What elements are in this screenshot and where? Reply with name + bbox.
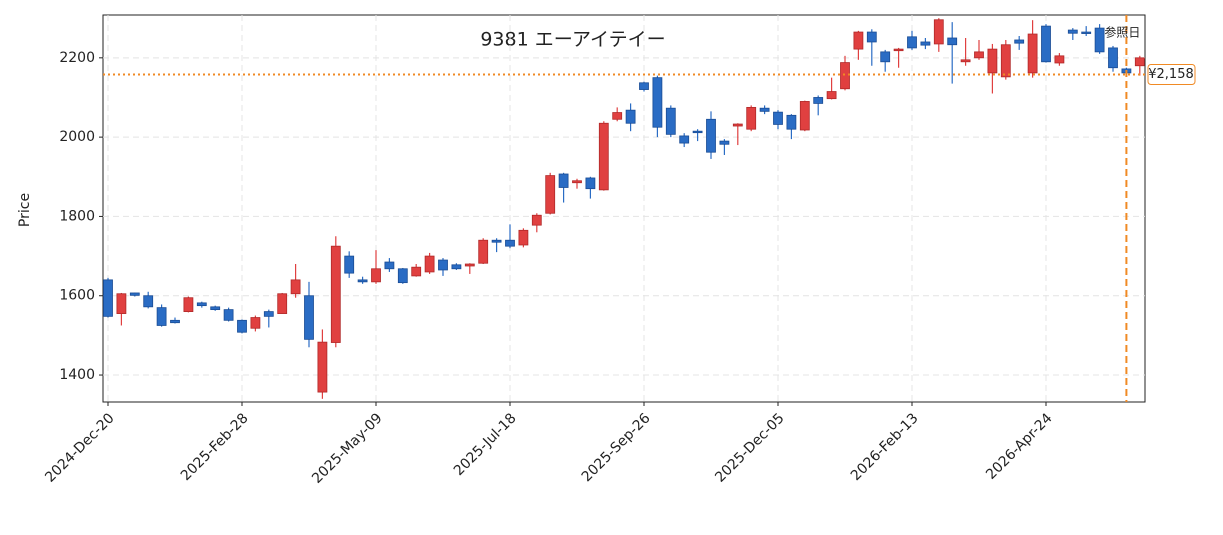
- candle-body: [679, 135, 690, 144]
- plot-frame: [102, 14, 1146, 403]
- candle-body: [438, 259, 448, 271]
- candle-body: [277, 293, 288, 314]
- reference-date-label: 参照日: [1104, 25, 1140, 40]
- candle-body: [1000, 44, 1011, 78]
- y-tick-label: 2000: [59, 129, 95, 145]
- candle-body: [103, 279, 113, 317]
- price-label: ¥2,158: [1148, 67, 1194, 82]
- candle-body: [464, 263, 475, 267]
- candle-body: [960, 59, 971, 63]
- candle-body: [491, 239, 502, 243]
- candle-body: [773, 111, 783, 125]
- candle-body: [478, 239, 489, 264]
- candle-body: [920, 41, 931, 46]
- candle-body: [531, 214, 542, 226]
- candle-body: [1081, 31, 1092, 34]
- x-tick-label: 2024-Dec-20: [42, 410, 117, 485]
- candle-body: [933, 19, 944, 45]
- candle-body: [732, 123, 743, 127]
- candle-body: [652, 77, 663, 128]
- candle-body: [156, 307, 167, 326]
- price-label-box: [1147, 63, 1196, 85]
- candle-body: [1108, 47, 1118, 69]
- candle-body: [451, 264, 462, 270]
- candle-body: [866, 31, 877, 43]
- chart-title: 9381 エーアイテイー: [480, 29, 665, 51]
- candle-body: [371, 268, 381, 283]
- candle-body: [746, 106, 757, 130]
- candle-body: [263, 311, 274, 317]
- candle-body: [424, 255, 435, 273]
- candle-body: [759, 107, 770, 112]
- candle-body: [1014, 39, 1025, 44]
- candle-body: [1041, 25, 1051, 63]
- candle-body: [170, 319, 180, 324]
- candle-body: [290, 279, 301, 295]
- candle-body: [826, 91, 837, 100]
- candle-body: [880, 51, 891, 63]
- candle-body: [384, 261, 395, 270]
- x-tick-label: 2025-Dec-05: [712, 410, 787, 485]
- candle-body: [813, 97, 824, 104]
- candle-body: [719, 140, 730, 145]
- candle-body: [1067, 29, 1078, 34]
- candle-body: [304, 295, 314, 340]
- candle-body: [598, 122, 609, 191]
- y-tick-label: 2200: [59, 50, 95, 66]
- y-tick-label: 1800: [59, 208, 95, 224]
- y-axis-label: Price: [17, 193, 33, 227]
- candle-body: [505, 239, 515, 247]
- candle-body: [129, 292, 140, 296]
- candle-body: [612, 112, 623, 120]
- candle-body: [518, 229, 529, 246]
- candle-body: [196, 302, 207, 307]
- y-tick-label: 1400: [59, 367, 95, 383]
- candle-body: [572, 180, 582, 184]
- candle-body: [357, 279, 368, 283]
- x-tick-label: 2026-Feb-13: [848, 410, 922, 484]
- candle-body: [692, 130, 703, 134]
- candle-body: [317, 341, 328, 393]
- candle-body: [237, 319, 247, 333]
- candle-body: [558, 173, 569, 188]
- candle-body: [625, 109, 636, 124]
- candle-body: [143, 295, 154, 308]
- x-tick-label: 2026-Apr-24: [983, 410, 1056, 483]
- candle-body: [330, 245, 341, 343]
- candle-body: [974, 51, 984, 59]
- candle-body: [210, 306, 221, 311]
- candle-body: [947, 37, 958, 46]
- x-tick-label: 2025-Jul-18: [451, 410, 520, 479]
- candle-body: [1094, 27, 1105, 53]
- candle-body: [183, 297, 194, 312]
- candle-body: [907, 36, 917, 49]
- candle-body: [706, 118, 716, 153]
- candle-body: [411, 266, 422, 277]
- candle-body: [250, 317, 261, 329]
- x-tick-label: 2025-Sep-26: [579, 410, 654, 485]
- candle-body: [116, 293, 127, 314]
- candle-body: [639, 82, 649, 90]
- candle-body: [853, 31, 864, 50]
- candle-body: [987, 48, 998, 74]
- candle-body: [344, 255, 355, 274]
- x-tick-label: 2025-Feb-28: [178, 410, 252, 484]
- candle-body: [1054, 55, 1065, 64]
- y-tick-label: 1600: [59, 288, 95, 304]
- candle-body: [585, 177, 596, 190]
- candle-body: [1027, 33, 1038, 74]
- candle-body: [223, 309, 234, 321]
- x-tick-label: 2025-May-09: [309, 410, 386, 487]
- candle-body: [545, 175, 556, 214]
- candle-body: [799, 101, 810, 131]
- candle-body: [665, 107, 676, 135]
- candle-body: [786, 114, 797, 130]
- candle-body: [1134, 57, 1145, 67]
- candle-body: [840, 62, 850, 90]
- candle-body: [397, 268, 408, 284]
- candle-body: [893, 48, 904, 52]
